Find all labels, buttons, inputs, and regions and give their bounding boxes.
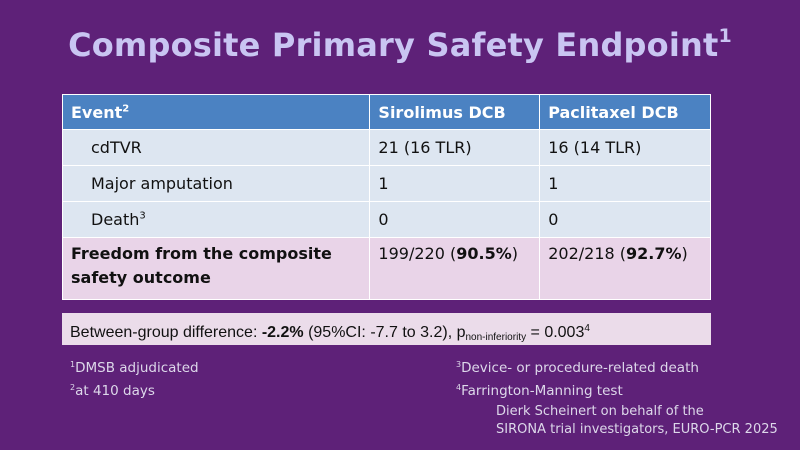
freedom-sirolimus-close: ) (511, 244, 518, 263)
attribution-line: Dierk Scheinert on behalf of the (496, 404, 704, 419)
freedom-paclitaxel-percent: 92.7% (626, 244, 682, 263)
difference-ci: (95%CI: -7.7 to 3.2), p (303, 324, 466, 341)
table-row: cdTVR 21 (16 TLR) 16 (14 TLR) (61, 129, 711, 166)
difference-p-value: = 0.003 (526, 324, 585, 341)
freedom-row: Freedom from the composite safety outcom… (61, 237, 711, 300)
difference-value: -2.2% (261, 324, 304, 341)
row-event-footnote-marker: 3 (139, 210, 146, 222)
freedom-sirolimus-percent: 90.5% (456, 244, 512, 263)
difference-p-subscript: non-inferiority (465, 332, 527, 343)
footnote: 4Farrington-Manning test (456, 378, 699, 401)
header-event-footnote-marker: 2 (122, 103, 130, 115)
row-paclitaxel-cell: 0 (539, 201, 711, 238)
row-event-label: Death (91, 210, 140, 229)
footnotes-left: 1DMSB adjudicated 2at 410 days (70, 355, 199, 401)
header-paclitaxel: Paclitaxel DCB (539, 94, 711, 130)
difference-footnote-marker: 4 (584, 323, 590, 334)
attribution: Dierk Scheinert on behalf of the SIRONA … (496, 403, 778, 439)
row-sirolimus-cell: 21 (16 TLR) (369, 129, 541, 166)
table-row: Death3 0 0 (61, 201, 711, 238)
row-sirolimus-cell: 0 (369, 201, 541, 238)
footnote-text: Device- or procedure-related death (461, 360, 699, 376)
freedom-sirolimus-count: 199/220 ( (378, 244, 457, 263)
footnote-marker: 2 (70, 383, 76, 392)
footnote: 1DMSB adjudicated (70, 355, 199, 378)
table-row: Major amputation 1 1 (61, 165, 711, 202)
slide-title-text: Composite Primary Safety Endpoint (68, 26, 719, 64)
freedom-sirolimus-cell: 199/220 (90.5%) (369, 237, 541, 300)
row-event-cell: cdTVR (61, 129, 371, 166)
between-group-difference-box: Between-group difference: -2.2% (95%CI: … (62, 313, 711, 345)
row-paclitaxel-cell: 16 (14 TLR) (539, 129, 711, 166)
safety-endpoint-table: Event2 Sirolimus DCB Paclitaxel DCB cdTV… (61, 94, 711, 300)
footnote-marker: 4 (456, 383, 462, 392)
freedom-paclitaxel-cell: 202/218 (92.7%) (539, 237, 711, 300)
footnote-text: at 410 days (75, 383, 155, 399)
header-event-label: Event (71, 102, 123, 122)
row-event-label: Major amputation (91, 174, 233, 193)
row-sirolimus-cell: 1 (369, 165, 541, 202)
freedom-label: Freedom from the composite safety outcom… (61, 237, 371, 300)
footnote-text: DMSB adjudicated (75, 360, 199, 376)
footnote-text: Farrington-Manning test (461, 383, 623, 399)
footnotes-right: 3Device- or procedure-related death 4Far… (456, 355, 699, 401)
footnote-marker: 1 (70, 360, 76, 369)
header-event: Event2 (61, 94, 371, 130)
attribution-line: SIRONA trial investigators, EURO-PCR 202… (496, 422, 778, 437)
row-paclitaxel-cell: 1 (539, 165, 711, 202)
footnote: 2at 410 days (70, 378, 199, 401)
freedom-paclitaxel-close: ) (681, 244, 688, 263)
footnote-marker: 3 (456, 360, 462, 369)
row-event-cell: Major amputation (61, 165, 371, 202)
footnote: 3Device- or procedure-related death (456, 355, 699, 378)
table-header-row: Event2 Sirolimus DCB Paclitaxel DCB (61, 94, 711, 130)
row-event-cell: Death3 (61, 201, 371, 238)
slide-title: Composite Primary Safety Endpoint1 (0, 25, 800, 64)
freedom-paclitaxel-count: 202/218 ( (548, 244, 626, 263)
slide-title-footnote-marker: 1 (718, 25, 732, 48)
row-event-label: cdTVR (91, 138, 142, 157)
header-sirolimus: Sirolimus DCB (369, 94, 541, 130)
difference-prefix: Between-group difference: (70, 324, 262, 341)
